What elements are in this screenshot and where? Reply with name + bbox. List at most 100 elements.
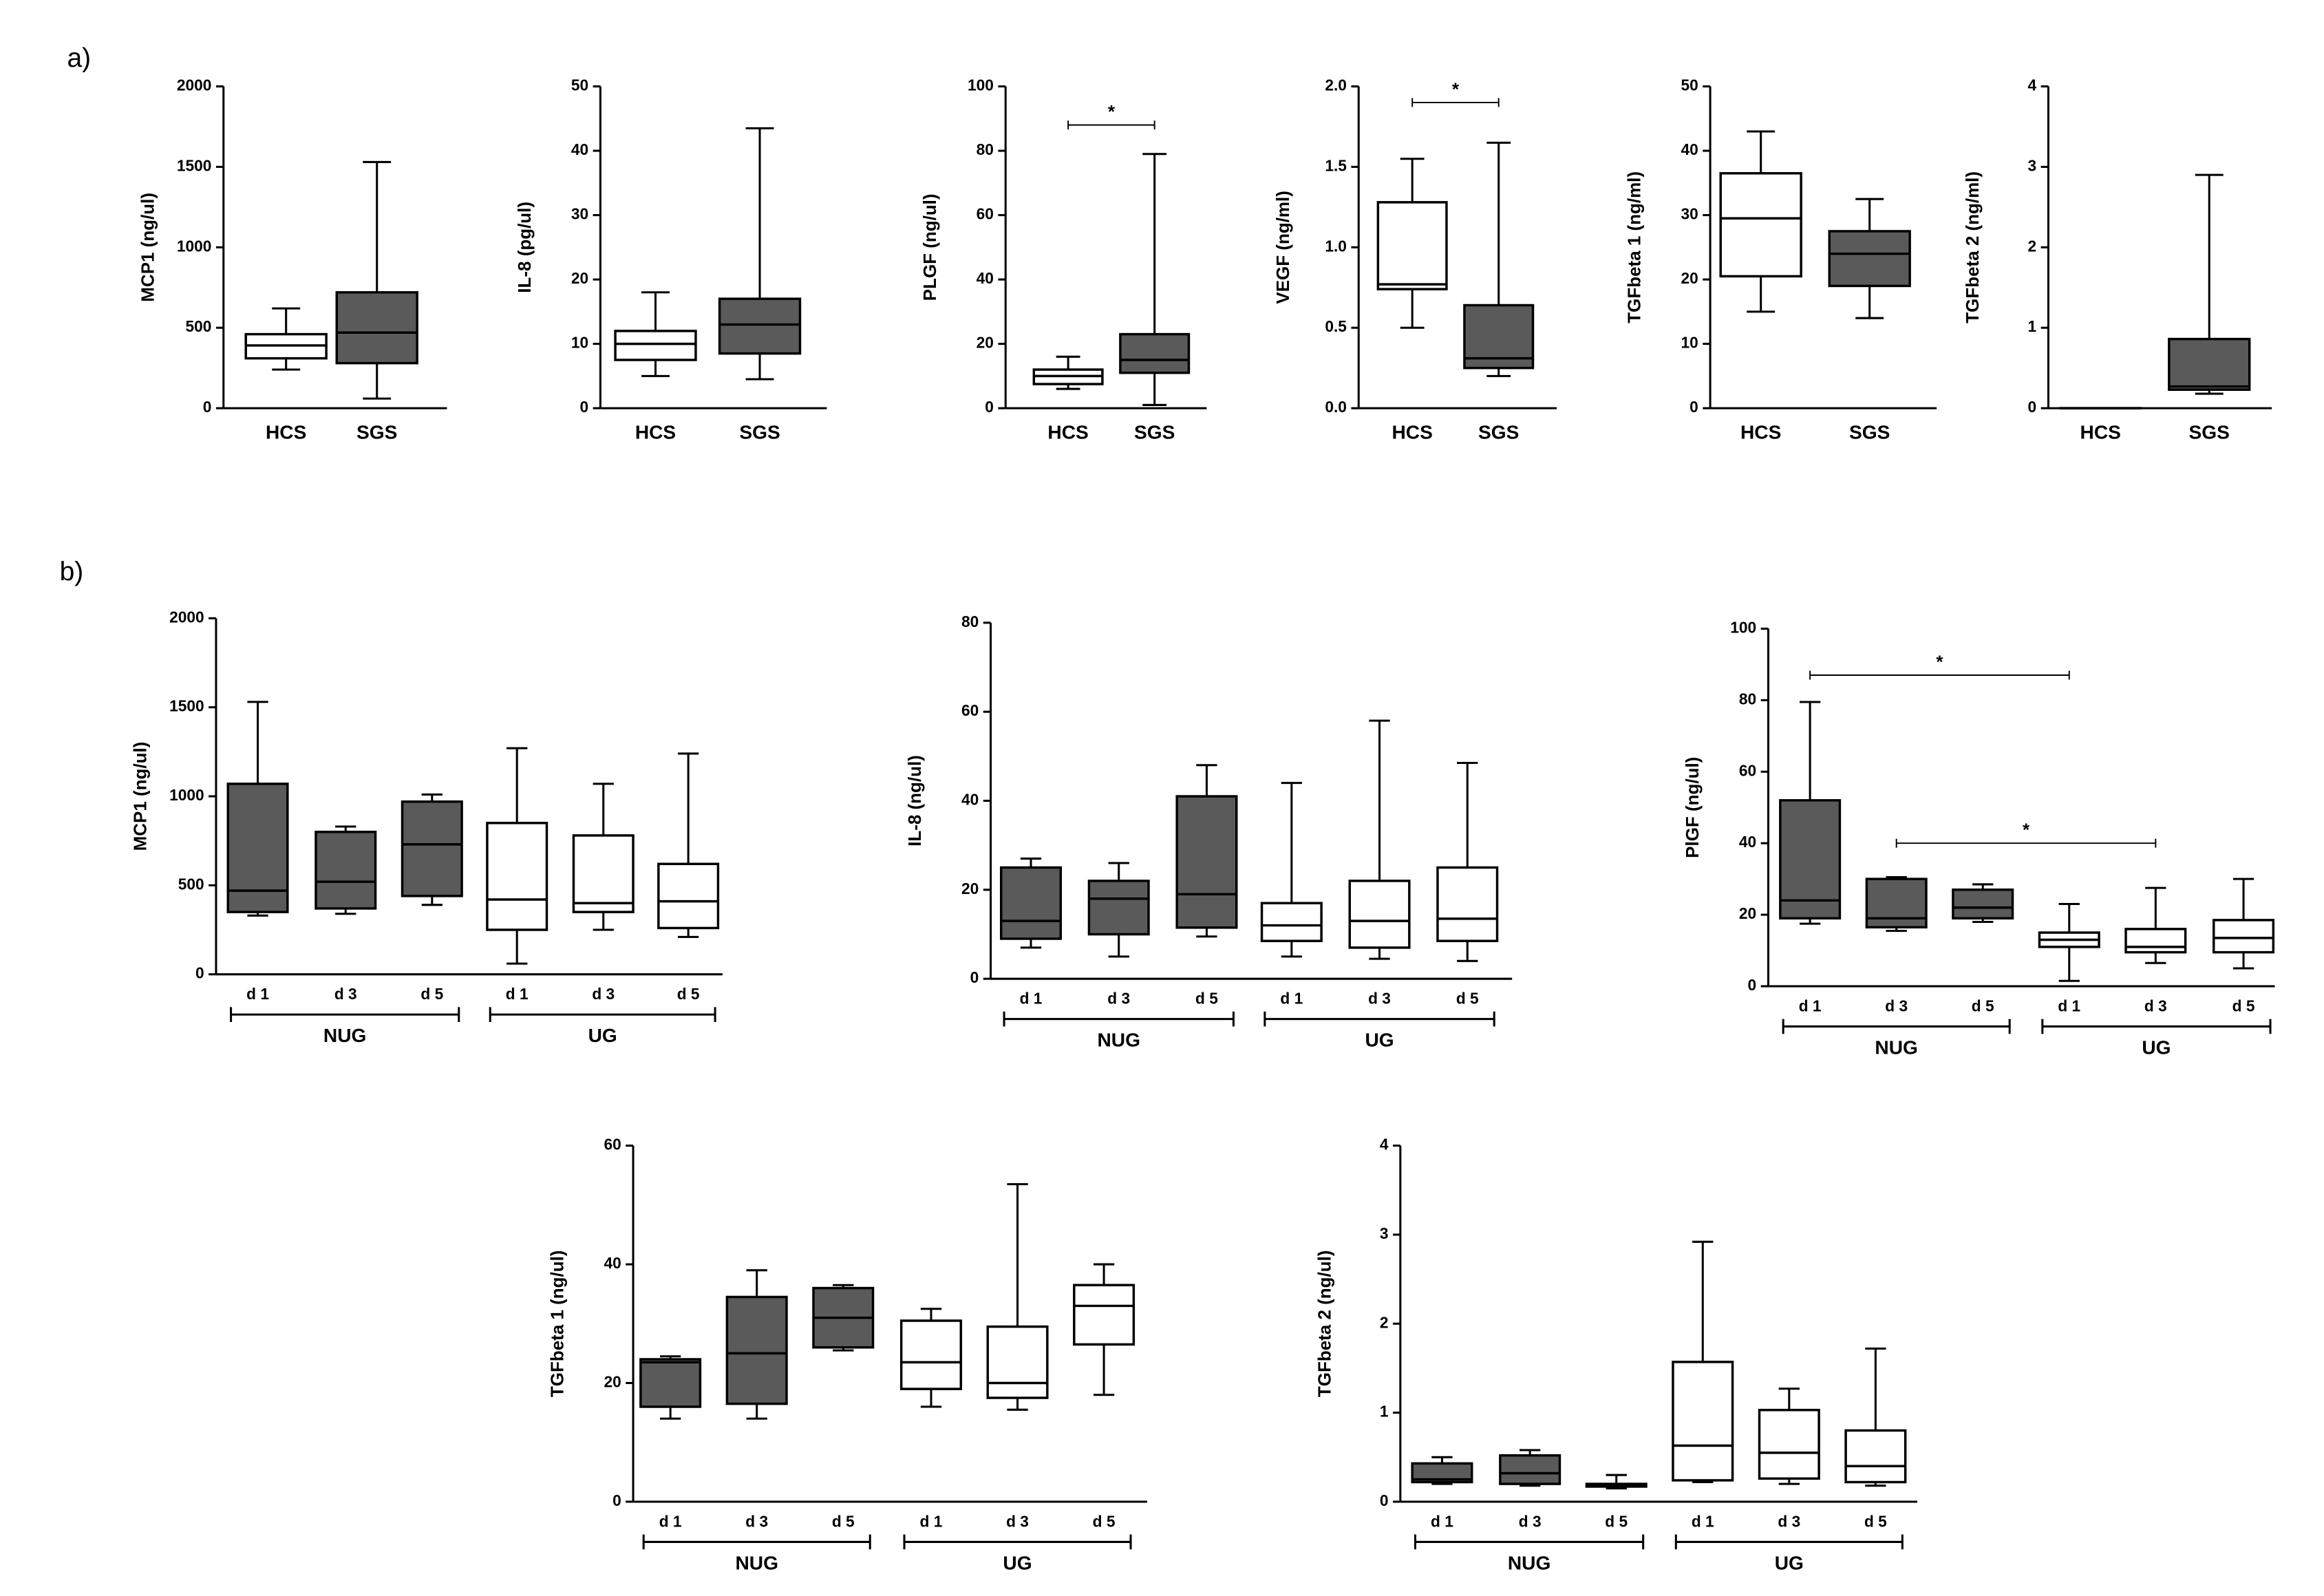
box (1436, 866, 1499, 942)
y-tick-label: 0 (1748, 976, 1757, 994)
y-tick-label: 20 (604, 1373, 621, 1391)
y-axis-label: TGFbeta 2 (ng/ul) (1314, 1251, 1334, 1398)
y-tick-label: 40 (977, 269, 994, 287)
y-tick-label: 4 (2028, 76, 2037, 94)
y-tick-label: 20 (977, 334, 994, 352)
group-label: NUG (735, 1552, 778, 1573)
x-tick-label: d 5 (1972, 997, 1994, 1014)
group-label: UG (1003, 1552, 1032, 1573)
y-tick-label: 40 (571, 140, 588, 158)
y-axis-label: TGFbeta 2 (ng/ml) (1962, 171, 1983, 323)
y-tick-label: 20 (571, 269, 588, 287)
y-tick-label: 2000 (177, 76, 212, 94)
x-tick-label: d 1 (2058, 997, 2080, 1014)
y-tick-label: 20 (961, 880, 979, 897)
y-axis-label: IL-8 (ng/ul) (904, 755, 925, 847)
y-tick-label: 80 (977, 140, 994, 158)
significance-label: * (1936, 652, 1943, 672)
box (1779, 799, 1842, 920)
x-tick-label: d 1 (1692, 1512, 1714, 1530)
y-tick-label: 10 (571, 334, 588, 352)
y-tick-label: 0 (1689, 398, 1698, 416)
y-axis-label: VEGF (ng/ml) (1272, 191, 1293, 304)
x-tick-label: d 5 (832, 1512, 855, 1530)
group-label: UG (1365, 1030, 1394, 1051)
y-tick-label: 2.0 (1325, 76, 1347, 94)
x-tick-label: HCS (635, 421, 676, 443)
y-tick-label: 50 (571, 76, 588, 94)
y-tick-label: 1000 (169, 786, 204, 804)
x-tick-label: SGS (2189, 421, 2230, 443)
x-tick-label: d 3 (1778, 1512, 1800, 1530)
y-tick-label: 1 (1380, 1403, 1389, 1421)
x-tick-label: d 1 (1431, 1512, 1453, 1530)
group-label: UG (1775, 1552, 1804, 1573)
y-tick-label: 1.5 (1325, 156, 1347, 174)
y-tick-label: 4 (1380, 1136, 1389, 1153)
y-tick-label: 0 (970, 968, 979, 986)
group-label: NUG (323, 1025, 367, 1046)
x-tick-label: d 3 (1006, 1512, 1029, 1530)
group-label: UG (588, 1025, 617, 1046)
box (1865, 877, 1928, 929)
box (1499, 1454, 1561, 1485)
y-tick-label: 2 (2028, 237, 2037, 255)
x-tick-label: d 5 (420, 985, 443, 1003)
group-label: NUG (1875, 1036, 1918, 1058)
significance-label: * (2023, 820, 2030, 840)
box (1119, 332, 1191, 374)
y-tick-label: 0 (2028, 398, 2037, 416)
x-tick-label: d 1 (1799, 997, 1822, 1014)
x-tick-label: d 5 (1195, 989, 1218, 1007)
x-tick-label: d 5 (1605, 1512, 1628, 1530)
panel-label: b) (60, 557, 84, 587)
y-tick-label: 0 (612, 1491, 621, 1509)
y-axis-label: PLGF (ng/ul) (919, 193, 940, 301)
x-tick-label: d 3 (334, 985, 357, 1003)
box (899, 1319, 963, 1390)
box (1844, 1429, 1907, 1484)
y-tick-label: 30 (571, 205, 588, 223)
y-tick-label: 500 (178, 875, 204, 893)
x-tick-label: d 3 (1885, 997, 1908, 1014)
y-tick-label: 0 (203, 398, 212, 416)
significance-label: * (1452, 78, 1460, 99)
box (1348, 880, 1411, 949)
x-tick-label: HCS (2080, 421, 2121, 443)
y-tick-label: 0.0 (1325, 398, 1347, 416)
box (999, 866, 1063, 940)
x-tick-label: d 5 (1093, 1512, 1116, 1530)
y-tick-label: 500 (186, 317, 212, 335)
y-tick-label: 0 (579, 398, 588, 416)
box (572, 834, 635, 913)
x-tick-label: d 5 (1864, 1512, 1887, 1530)
y-tick-label: 1500 (177, 156, 212, 174)
y-tick-label: 3 (2028, 156, 2037, 174)
y-tick-label: 50 (1681, 76, 1698, 94)
x-tick-label: HCS (1392, 421, 1432, 443)
y-tick-label: 80 (961, 613, 979, 630)
x-tick-label: d 3 (2144, 997, 2167, 1014)
box (2124, 928, 2187, 954)
box (657, 862, 720, 930)
y-tick-label: 40 (604, 1254, 621, 1272)
box (725, 1295, 788, 1405)
x-tick-label: d 5 (677, 985, 700, 1003)
y-tick-label: 0.5 (1325, 317, 1347, 335)
x-tick-label: d 1 (1280, 989, 1303, 1007)
y-tick-label: 0 (1380, 1491, 1389, 1509)
x-tick-label: d 3 (1368, 989, 1391, 1007)
group-label: NUG (1508, 1552, 1551, 1573)
box (335, 291, 418, 365)
y-tick-label: 1 (2028, 317, 2037, 335)
box (1087, 880, 1150, 936)
x-tick-label: d 1 (246, 985, 269, 1003)
y-tick-label: 40 (1681, 140, 1698, 158)
box (986, 1325, 1049, 1399)
x-tick-label: SGS (1478, 421, 1519, 443)
y-tick-label: 3 (1380, 1224, 1389, 1242)
y-tick-label: 60 (977, 205, 994, 223)
box (1260, 902, 1323, 942)
